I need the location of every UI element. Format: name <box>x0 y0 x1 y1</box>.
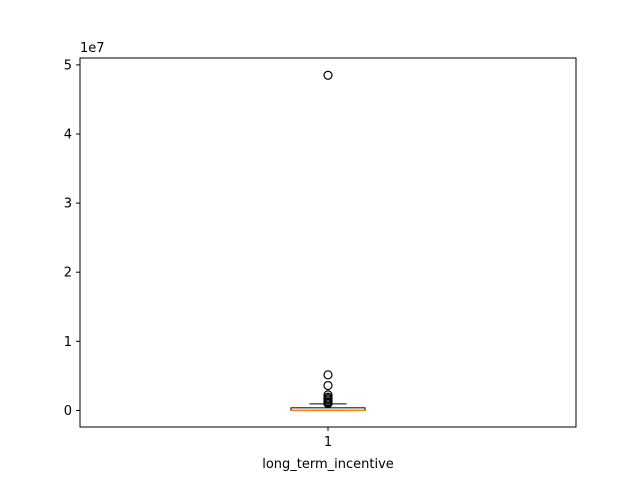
outlier-point <box>323 370 333 380</box>
x-axis-label: long_term_incentive <box>262 457 394 472</box>
y-tick-label: 1 <box>64 335 72 350</box>
y-tick-label: 5 <box>64 58 72 73</box>
axes-frame <box>79 57 577 428</box>
y-tick-label: 3 <box>64 197 72 212</box>
x-axis: 1 <box>324 427 332 450</box>
outlier-point <box>323 70 333 80</box>
x-tick-label: 1 <box>324 435 332 450</box>
outlier-point <box>323 398 333 409</box>
outlier-point <box>323 380 333 391</box>
y-tick-label: 2 <box>64 266 72 281</box>
outlier-group <box>323 70 333 409</box>
y-tick-label: 0 <box>64 404 72 419</box>
y-axis: 0 1 2 3 4 5 <box>64 58 80 419</box>
y-tick-label: 4 <box>64 128 72 143</box>
y-offset-label: 1e7 <box>80 41 105 56</box>
